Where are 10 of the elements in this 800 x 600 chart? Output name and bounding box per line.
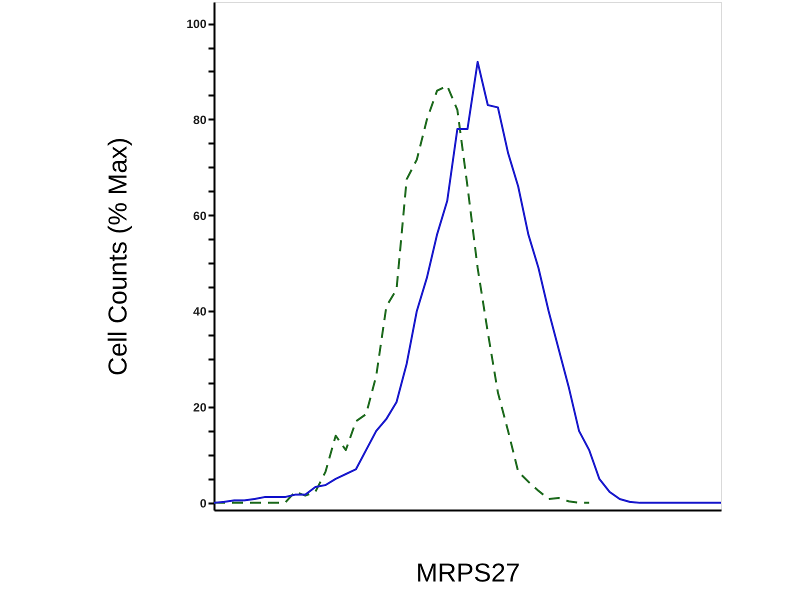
line-series <box>213 60 722 504</box>
line-series <box>213 84 590 504</box>
y-tick-label: 0 <box>200 496 207 510</box>
y-tick-label: 20 <box>193 400 207 414</box>
y-axis-title: Cell Counts (% Max) <box>102 137 132 376</box>
x-axis-title: MRPS27 <box>416 558 520 588</box>
y-tick-label: 100 <box>186 17 207 32</box>
y-tick-label: 80 <box>193 112 207 127</box>
y-tick-label: 40 <box>193 304 207 319</box>
y-tick-label: 60 <box>193 208 207 223</box>
